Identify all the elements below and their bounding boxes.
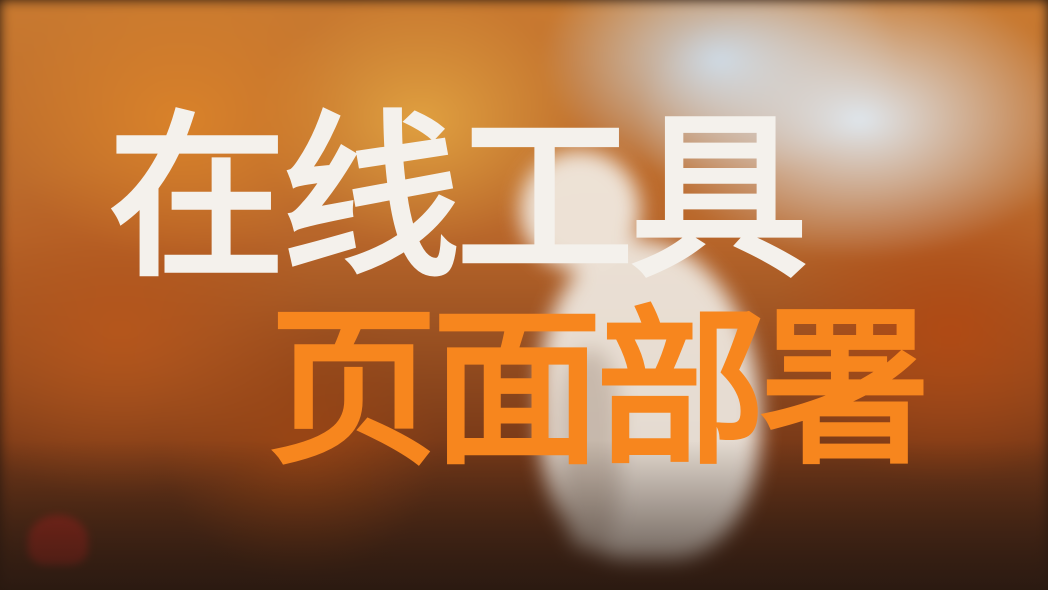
- title-line-2: 页面部署: [268, 291, 930, 489]
- title-line-1: 在线工具: [108, 95, 808, 302]
- bottom-shade: [0, 440, 1048, 590]
